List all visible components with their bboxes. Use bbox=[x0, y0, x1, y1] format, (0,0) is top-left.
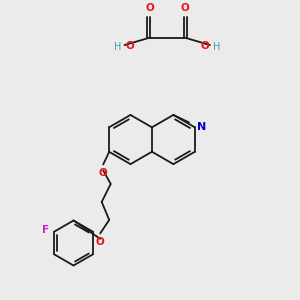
Text: N: N bbox=[197, 122, 206, 132]
Text: H: H bbox=[114, 42, 122, 52]
Text: H: H bbox=[213, 42, 220, 52]
Text: F: F bbox=[41, 225, 49, 235]
Text: O: O bbox=[146, 3, 154, 13]
Text: O: O bbox=[98, 168, 107, 178]
Text: O: O bbox=[96, 237, 105, 247]
Text: O: O bbox=[180, 3, 189, 13]
Text: O: O bbox=[200, 41, 209, 51]
Text: O: O bbox=[125, 41, 134, 51]
